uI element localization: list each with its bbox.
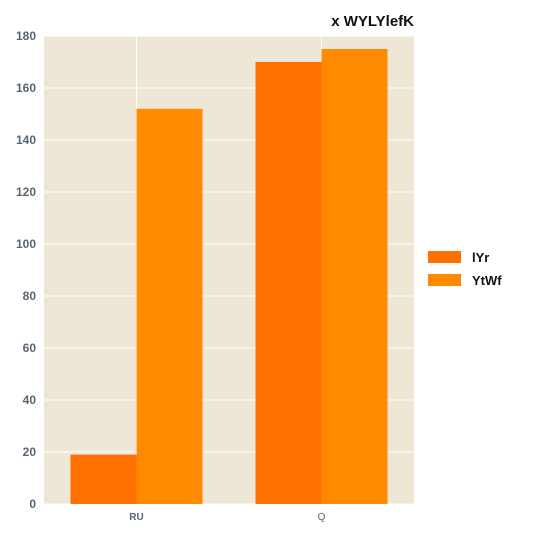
bars	[70, 49, 388, 505]
x-tick-label: Q	[318, 512, 326, 523]
y-tick-label: 160	[16, 81, 36, 95]
y-tick-label: 80	[23, 289, 37, 303]
legend: lYr YtWf	[428, 250, 502, 288]
y-tick-label: 60	[23, 341, 37, 355]
bar-YtWf-RU	[136, 108, 203, 505]
y-tick-label: 180	[16, 29, 36, 43]
y-tick-label: 40	[23, 393, 37, 407]
chart-title: x WYLYlefK	[331, 13, 414, 30]
legend-swatch	[428, 274, 461, 286]
x-tick-label: RU	[129, 512, 143, 523]
legend-swatch	[428, 251, 461, 263]
bar-lYr-Q	[255, 62, 322, 504]
y-tick-label: 20	[23, 445, 37, 459]
y-tick-label: 140	[16, 133, 36, 147]
x-axis-ticks: RU Q	[129, 512, 325, 523]
y-tick-label: 100	[16, 237, 36, 251]
legend-label: lYr	[472, 250, 489, 265]
legend-label: YtWf	[472, 273, 502, 288]
y-axis-ticks: 0 20 40 60 80 100 120 140 160 180	[16, 29, 36, 511]
bar-lYr-RU	[70, 454, 137, 504]
y-tick-label: 120	[16, 185, 36, 199]
y-tick-label: 0	[29, 497, 36, 511]
bar-YtWf-Q	[321, 49, 388, 504]
